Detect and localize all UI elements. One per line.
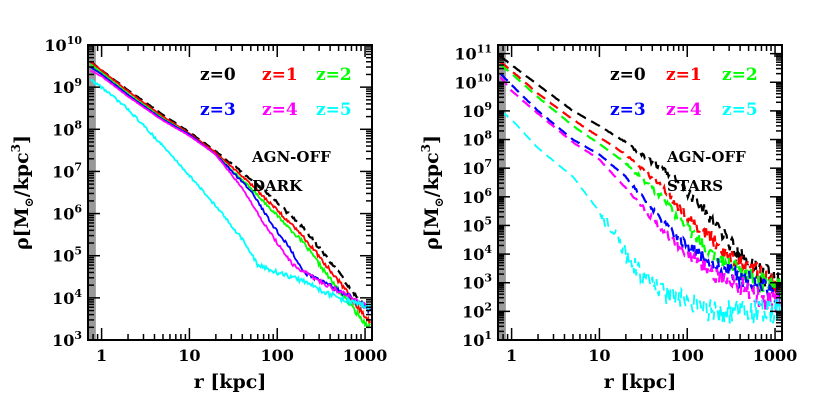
y-axis-label: ρ[M⊙/kpc3] (419, 135, 446, 250)
legend-label: z=5 (722, 100, 758, 120)
series-line-z2 (90, 63, 372, 329)
y-axis-label: ρ[M⊙/kpc3] (9, 135, 36, 250)
y-tick-label: 109 (462, 100, 492, 121)
y-tick-label: 107 (52, 160, 82, 181)
series-line-z0 (500, 55, 782, 294)
shaded-region (498, 45, 506, 340)
legend-label: z=2 (722, 65, 758, 85)
x-tick-label: 1000 (343, 346, 388, 365)
annotation-text: AGN-OFF (666, 148, 746, 166)
x-axis-label: r [kpc] (194, 371, 267, 393)
x-tick-label: 1 (506, 346, 517, 365)
y-tick-label: 1010 (454, 71, 492, 92)
y-tick-label: 104 (462, 243, 492, 264)
legend-label: z=0 (200, 65, 236, 85)
series-line-z1 (499, 61, 782, 301)
series-line-z3 (499, 72, 782, 308)
y-tick-label: 102 (462, 300, 492, 321)
series-line-z4 (90, 69, 372, 310)
y-tick-label: 105 (52, 245, 82, 266)
x-tick-label: 10 (178, 346, 200, 365)
x-tick-label: 100 (671, 346, 704, 365)
legend-label: z=3 (200, 100, 236, 120)
y-tick-label: 105 (462, 214, 492, 235)
series-line-z5 (500, 110, 782, 328)
series-line-z4 (499, 76, 782, 313)
y-tick-label: 109 (52, 76, 82, 97)
chart-panel-1: 1 10 100 1000 103 104 105 106 107 108 109 1010 r [kp… (9, 34, 387, 393)
annotation-text: AGN-OFF (251, 148, 331, 166)
y-tick-label: 108 (462, 129, 492, 150)
y-tick-label: 104 (52, 287, 82, 308)
x-tick-label: 1 (96, 346, 107, 365)
y-tick-label: 103 (52, 329, 82, 350)
x-tick-label: 100 (261, 346, 294, 365)
legend-label: z=4 (262, 100, 298, 120)
x-tick-label: 10 (588, 346, 610, 365)
shaded-region (88, 45, 96, 340)
annotation-text: STARS (667, 177, 723, 195)
series-line-z1 (90, 61, 372, 326)
legend: z=0 z=1 z=2 z=3 z=4 z=5 (610, 65, 758, 120)
legend-label: z=5 (316, 100, 352, 120)
legend-label: z=1 (666, 65, 702, 85)
plot-area (90, 60, 372, 329)
plot-area (499, 55, 782, 328)
legend-label: z=4 (666, 100, 702, 120)
x-axis-label: r [kpc] (604, 371, 677, 393)
series-line-z0 (90, 60, 372, 312)
x-tick-label: 1000 (753, 346, 798, 365)
legend: z=0 z=1 z=2 z=3 z=4 z=5 (200, 65, 352, 120)
annotation-text: DARK (252, 177, 303, 195)
legend-label: z=2 (316, 65, 352, 85)
y-tick-label: 1010 (44, 34, 82, 55)
chart-panel-2: 1 10 100 1000 101 102 103 104 105 106 107 108 109 101… (419, 43, 797, 393)
legend-label: z=3 (610, 100, 646, 120)
y-tick-label: 107 (462, 157, 492, 178)
y-tick-label: 1011 (454, 43, 492, 64)
y-tick-label: 106 (462, 186, 492, 207)
series-line-z3 (90, 66, 371, 316)
series-line-z5 (90, 78, 372, 313)
y-tick-label: 103 (462, 272, 492, 293)
legend-label: z=1 (262, 65, 298, 85)
axes-frame (497, 44, 783, 341)
y-tick-label: 101 (462, 329, 492, 350)
y-tick-label: 106 (52, 203, 82, 224)
legend-label: z=0 (610, 65, 646, 85)
y-tick-label: 108 (52, 118, 82, 139)
axes-frame (87, 44, 373, 341)
